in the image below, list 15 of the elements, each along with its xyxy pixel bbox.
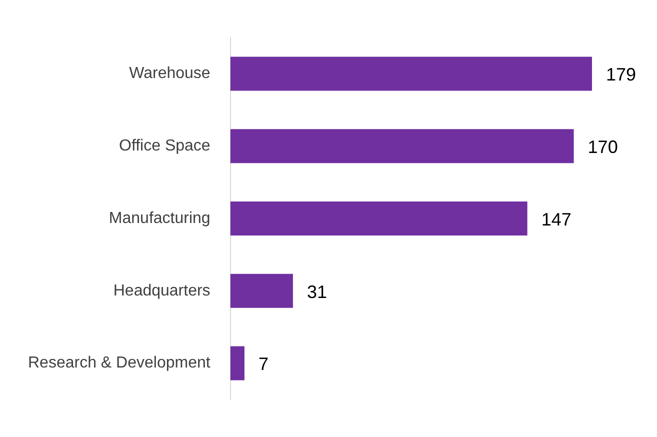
data-label: 7 bbox=[258, 354, 268, 374]
bar bbox=[230, 274, 293, 308]
y-tick-label: Office Space bbox=[119, 138, 210, 155]
y-tick-label: Warehouse bbox=[129, 65, 210, 82]
data-label: 31 bbox=[306, 282, 327, 302]
data-label: 179 bbox=[606, 64, 636, 85]
y-tick-label: Manufacturing bbox=[108, 210, 210, 227]
bar bbox=[230, 346, 244, 380]
y-tick-label: Headquarters bbox=[113, 282, 210, 300]
data-label: 147 bbox=[541, 209, 572, 230]
data-label: 170 bbox=[588, 137, 618, 158]
bar bbox=[230, 201, 528, 236]
y-tick-label: Research & Development bbox=[28, 354, 211, 372]
bar bbox=[230, 129, 574, 164]
bar bbox=[230, 56, 592, 91]
